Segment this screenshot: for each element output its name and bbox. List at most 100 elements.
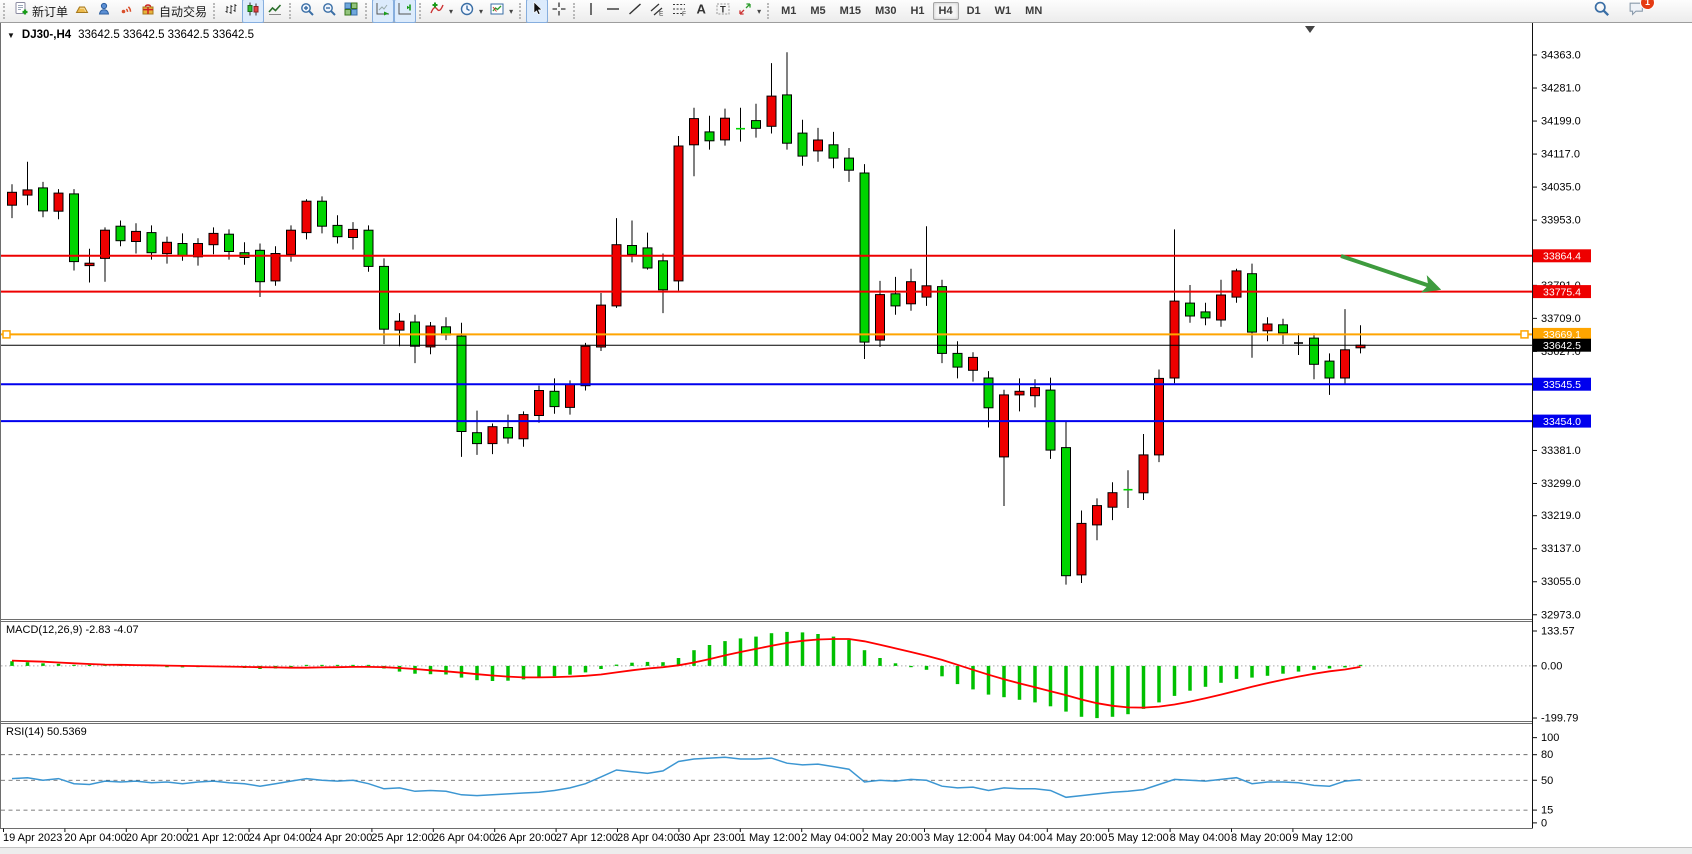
candlestick-chart-button[interactable] [242, 0, 265, 23]
dropdown-arrow-icon: ▾ [509, 6, 514, 16]
search-button[interactable] [1590, 0, 1613, 23]
svg-text:0: 0 [1541, 817, 1547, 829]
time-label: 5 May 12:00 [1108, 832, 1169, 844]
svg-text:34199.0: 34199.0 [1541, 116, 1581, 128]
zoom-in-button[interactable] [296, 0, 318, 23]
svg-text:133.57: 133.57 [1541, 625, 1575, 637]
crosshair-button[interactable] [548, 0, 570, 23]
equidistant-channel-button[interactable]: E [646, 0, 668, 23]
time-label: 8 May 04:00 [1169, 832, 1231, 844]
timeframe-button-h1[interactable]: H1 [910, 5, 925, 17]
bar-chart-button[interactable] [220, 0, 242, 23]
auto-trading-button[interactable]: 自动交易 [137, 0, 210, 23]
periods-button[interactable]: ▾ [456, 0, 486, 23]
quick-trade-arrow-icon[interactable]: ▼ [7, 30, 15, 40]
clock-icon [459, 1, 475, 22]
timeframe-button-m5[interactable]: M5 [810, 5, 826, 17]
chart-shift-button[interactable] [394, 0, 417, 23]
vertical-line-button[interactable] [580, 0, 602, 23]
zoom-out-icon [321, 1, 337, 22]
time-label: 25 Apr 12:00 [371, 832, 434, 844]
macd-indicator-label: MACD(12,26,9) -2.83 -4.07 [6, 624, 139, 636]
svg-text:34281.0: 34281.0 [1541, 83, 1581, 95]
signals-button[interactable] [115, 0, 137, 23]
new-order-icon [13, 1, 29, 22]
indicator-levels [1, 665, 1531, 811]
notifications-button[interactable]: 1 [1625, 0, 1655, 23]
timeframe-button-w1[interactable]: W1 [994, 5, 1012, 17]
toolbar-separator [767, 3, 770, 19]
indicators-icon [429, 1, 445, 22]
svg-text:33137.0: 33137.0 [1541, 543, 1581, 555]
tile-windows-icon [343, 1, 359, 22]
svg-text:34117.0: 34117.0 [1541, 149, 1580, 161]
svg-text:32973.0: 32973.0 [1541, 609, 1581, 621]
time-label: 27 Apr 12:00 [555, 832, 618, 844]
macd-signal-line [11, 638, 1361, 709]
community-button[interactable] [93, 0, 115, 23]
dropdown-arrow-icon: ▾ [757, 6, 762, 16]
chart-shift-marker[interactable] [1305, 26, 1315, 33]
button-label: 新订单 [32, 4, 69, 19]
svg-text:33709.0: 33709.0 [1541, 313, 1581, 325]
trend-arrow-annotation[interactable] [1340, 254, 1442, 293]
svg-text:15: 15 [1541, 805, 1553, 817]
timeframe-button-m1[interactable]: M1 [781, 5, 797, 17]
svg-text:33381.0: 33381.0 [1541, 445, 1581, 457]
arrows-button[interactable]: ▾ [734, 0, 764, 23]
fibonacci-button[interactable]: F [668, 0, 690, 23]
zoom-out-button[interactable] [318, 0, 340, 23]
templates-button[interactable]: ▾ [486, 0, 516, 23]
text-button[interactable]: A [690, 0, 712, 23]
chart-window[interactable]: 34363.0 34281.0 34199.0 34117.0 34035.0 33953… [0, 23, 1692, 854]
cursor-button[interactable] [526, 0, 549, 23]
equidistant-channel-icon: E [649, 1, 665, 22]
person-icon [96, 1, 112, 22]
timeframe-button-mn[interactable]: MN [1025, 5, 1043, 17]
time-label: 24 Apr 04:00 [248, 832, 311, 844]
line-chart-button[interactable] [264, 0, 286, 23]
toolbar-separator [213, 3, 216, 19]
panel-borders [0, 23, 1533, 829]
time-label: 9 May 12:00 [1292, 832, 1353, 844]
time-axis[interactable]: 19 Apr 2023 20 Apr 04:00 20 Apr 20:00 21 Ap… [0, 832, 1532, 848]
timeframe-button-h4[interactable]: H4 [932, 2, 959, 20]
svg-text:34363.0: 34363.0 [1541, 50, 1581, 62]
timeframe-button-m30[interactable]: M30 [875, 5, 897, 17]
text-icon: A [693, 1, 709, 22]
template-icon [489, 1, 505, 22]
svg-text:F: F [682, 11, 686, 17]
text-label-button[interactable]: T [712, 0, 734, 23]
indicators-button[interactable]: ▾ [426, 0, 456, 23]
svg-text:33219.0: 33219.0 [1541, 510, 1581, 522]
auto-trading-icon [140, 1, 156, 22]
trendline-button[interactable] [624, 0, 646, 23]
svg-text:33775.4: 33775.4 [1543, 286, 1581, 298]
time-label: 24 Apr 20:00 [310, 832, 373, 844]
auto-scroll-button[interactable] [372, 0, 395, 23]
chart-header: ▼ DJ30-,H4 33642.5 33642.5 33642.5 33642… [7, 29, 254, 41]
svg-text:E: E [659, 10, 664, 17]
svg-text:33864.4: 33864.4 [1543, 251, 1581, 263]
new-order-button[interactable]: 新订单 [10, 0, 71, 23]
time-label: 8 May 20:00 [1231, 832, 1292, 844]
svg-text:34035.0: 34035.0 [1541, 182, 1581, 194]
time-label: 28 Apr 04:00 [617, 832, 680, 844]
market-button[interactable] [71, 0, 93, 23]
timeframe-button-d1[interactable]: D1 [966, 5, 981, 17]
vertical-line-icon [583, 1, 599, 22]
fibonacci-icon: F [671, 1, 687, 22]
line-chart-icon [267, 1, 283, 22]
timeframe-button-m15[interactable]: M15 [839, 5, 862, 17]
tile-windows-button[interactable] [340, 0, 362, 23]
time-label: 4 May 04:00 [985, 832, 1046, 844]
svg-text:33055.0: 33055.0 [1541, 576, 1581, 588]
horizontal-line-button[interactable] [602, 0, 624, 23]
svg-text:A: A [697, 1, 707, 16]
text-label-icon: T [715, 1, 731, 22]
svg-text:33299.0: 33299.0 [1541, 478, 1581, 490]
chart-canvas[interactable]: 34363.0 34281.0 34199.0 34117.0 34035.0 33953… [0, 23, 1692, 854]
dropdown-arrow-icon: ▾ [479, 6, 484, 16]
